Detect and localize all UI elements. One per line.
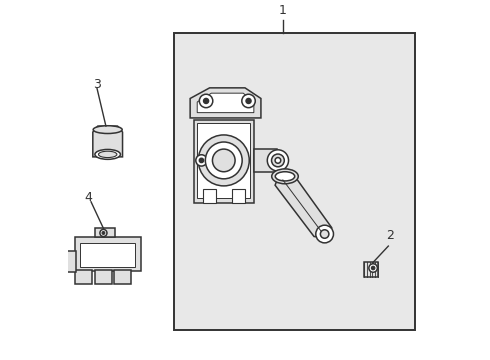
Circle shape	[213, 149, 235, 172]
Ellipse shape	[95, 149, 121, 159]
Text: 4: 4	[85, 191, 93, 204]
Circle shape	[199, 94, 213, 108]
Circle shape	[100, 229, 107, 237]
Circle shape	[199, 158, 203, 162]
Bar	[80, 243, 135, 267]
Polygon shape	[93, 126, 122, 157]
Circle shape	[275, 158, 281, 163]
Text: 2: 2	[386, 229, 394, 242]
Circle shape	[320, 230, 329, 238]
Circle shape	[271, 154, 284, 167]
Bar	[65, 251, 76, 272]
Polygon shape	[197, 93, 254, 113]
Bar	[197, 123, 250, 198]
Bar	[194, 120, 254, 203]
Ellipse shape	[98, 151, 117, 158]
Bar	[232, 189, 245, 203]
Circle shape	[371, 266, 375, 270]
Circle shape	[198, 135, 249, 186]
Circle shape	[268, 150, 289, 171]
Circle shape	[369, 264, 377, 272]
Ellipse shape	[275, 172, 294, 181]
Circle shape	[102, 231, 105, 234]
Text: 1: 1	[279, 4, 287, 17]
Circle shape	[205, 142, 242, 179]
Ellipse shape	[93, 126, 122, 134]
Polygon shape	[275, 171, 332, 238]
Circle shape	[196, 155, 207, 166]
Bar	[75, 237, 141, 271]
Text: 3: 3	[93, 78, 101, 91]
Circle shape	[246, 99, 251, 103]
Ellipse shape	[272, 169, 298, 184]
Bar	[202, 189, 216, 203]
Bar	[364, 262, 378, 276]
Bar	[75, 270, 92, 284]
Bar	[95, 228, 115, 237]
Polygon shape	[190, 88, 261, 118]
Circle shape	[242, 94, 255, 108]
Circle shape	[203, 99, 209, 103]
Bar	[95, 270, 112, 284]
Bar	[174, 33, 415, 330]
Bar	[114, 270, 131, 284]
Circle shape	[316, 225, 334, 243]
Bar	[254, 149, 277, 172]
